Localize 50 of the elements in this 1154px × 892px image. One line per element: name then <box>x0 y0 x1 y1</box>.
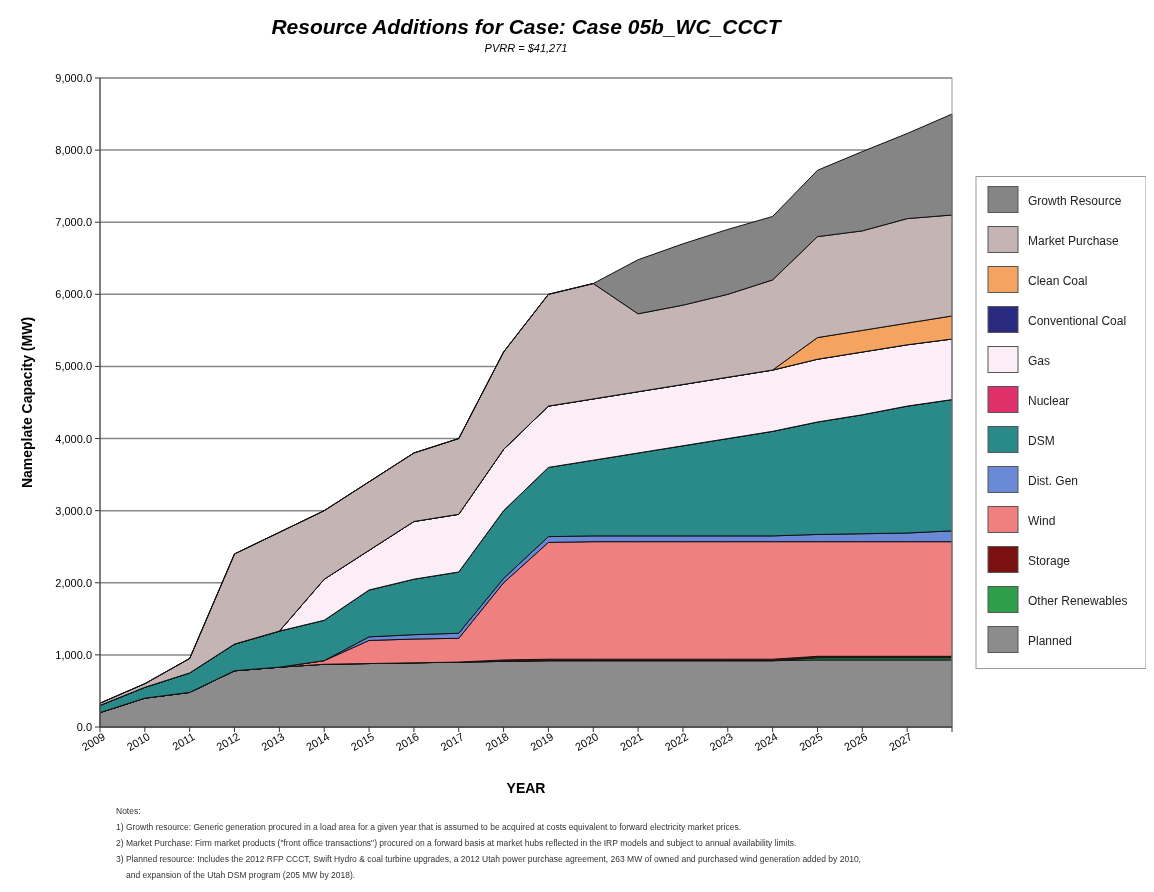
x-tick-label: 2009 <box>79 730 107 753</box>
legend-label: Planned <box>1028 633 1073 648</box>
text: 2) Market Purchase: Firm market products ("front office transactions") procured on a forward basis at market hubs reflected in the IRP models and subject to annual availability limits. <box>116 838 797 848</box>
x-tick-label: 2026 <box>842 730 870 753</box>
x-tick-label: 2025 <box>797 730 825 753</box>
y-tick-label: 0.0 <box>76 721 92 733</box>
legend-label: Growth Resource <box>1028 193 1122 208</box>
x-tick-label: 2022 <box>662 730 690 753</box>
x-tick-label: 2021 <box>617 730 646 753</box>
legend-label: Market Purchase <box>1028 233 1120 248</box>
x-tick-label: 2023 <box>707 730 735 753</box>
legend-label: Dist. Gen <box>1028 473 1079 488</box>
y-axis-title: Nameplate Capacity (MW) <box>19 316 35 489</box>
x-tick-label: 2016 <box>393 730 421 753</box>
y-tick-label: 4,000.0 <box>55 432 92 445</box>
legend-label: Storage <box>1028 553 1071 568</box>
legend-label: DSM <box>1028 433 1055 448</box>
x-tick-label: 2027 <box>886 730 915 753</box>
y-tick-label: 8,000.0 <box>55 144 92 157</box>
legend-label: Nuclear <box>1028 393 1070 408</box>
y-tick-label: 1,000.0 <box>55 648 92 661</box>
x-tick-label: 2010 <box>124 730 152 753</box>
x-tick-label: 2012 <box>214 730 242 753</box>
text: 3) Planned resource: Includes the 2012 RFP CCCT, Swift Hydro & coal turbine upgrades, a 2012 Utah power purchase agreement, 263 MW of owned and purchased wind generation added by 2010, <box>116 854 861 864</box>
legend-label: Clean Coal <box>1028 273 1088 288</box>
text: 1) Growth resource: Generic generation procured in a load area for a given year that is assumed to be acquired at costs equivalent to forward electricity market prices. <box>116 822 742 832</box>
x-tick-label: 2013 <box>259 730 287 753</box>
x-tick-label: 2014 <box>304 730 332 753</box>
y-tick-label: 3,000.0 <box>55 504 92 517</box>
legend-label: Gas <box>1028 353 1051 368</box>
chart-title: Resource Additions for Case: Case 05b_WC_CCCT <box>271 15 783 38</box>
x-tick-label: 2018 <box>483 730 511 753</box>
x-axis-title: YEAR <box>506 780 546 796</box>
x-tick-label: 2017 <box>438 730 466 753</box>
x-tick-label: 2011 <box>170 730 197 753</box>
text: Notes: <box>116 806 141 816</box>
y-tick-label: 2,000.0 <box>55 576 92 589</box>
legend-label: Conventional Coal <box>1028 313 1127 328</box>
chart-subtitle: PVRR = $41,271 <box>484 42 568 54</box>
x-tick-label: 2024 <box>752 730 780 753</box>
y-tick-label: 5,000.0 <box>55 360 92 373</box>
legend-label: Other Renewables <box>1028 593 1128 608</box>
x-tick-label: 2020 <box>573 730 601 753</box>
legend-label: Wind <box>1028 513 1056 528</box>
x-tick-label: 2019 <box>528 730 556 753</box>
y-tick-label: 7,000.0 <box>55 216 92 229</box>
text: and expansion of the Utah DSM program (205 MW by 2018). <box>126 870 356 880</box>
y-tick-label: 6,000.0 <box>55 288 92 301</box>
y-tick-label: 9,000.0 <box>55 72 92 84</box>
x-tick-label: 2015 <box>348 730 377 753</box>
